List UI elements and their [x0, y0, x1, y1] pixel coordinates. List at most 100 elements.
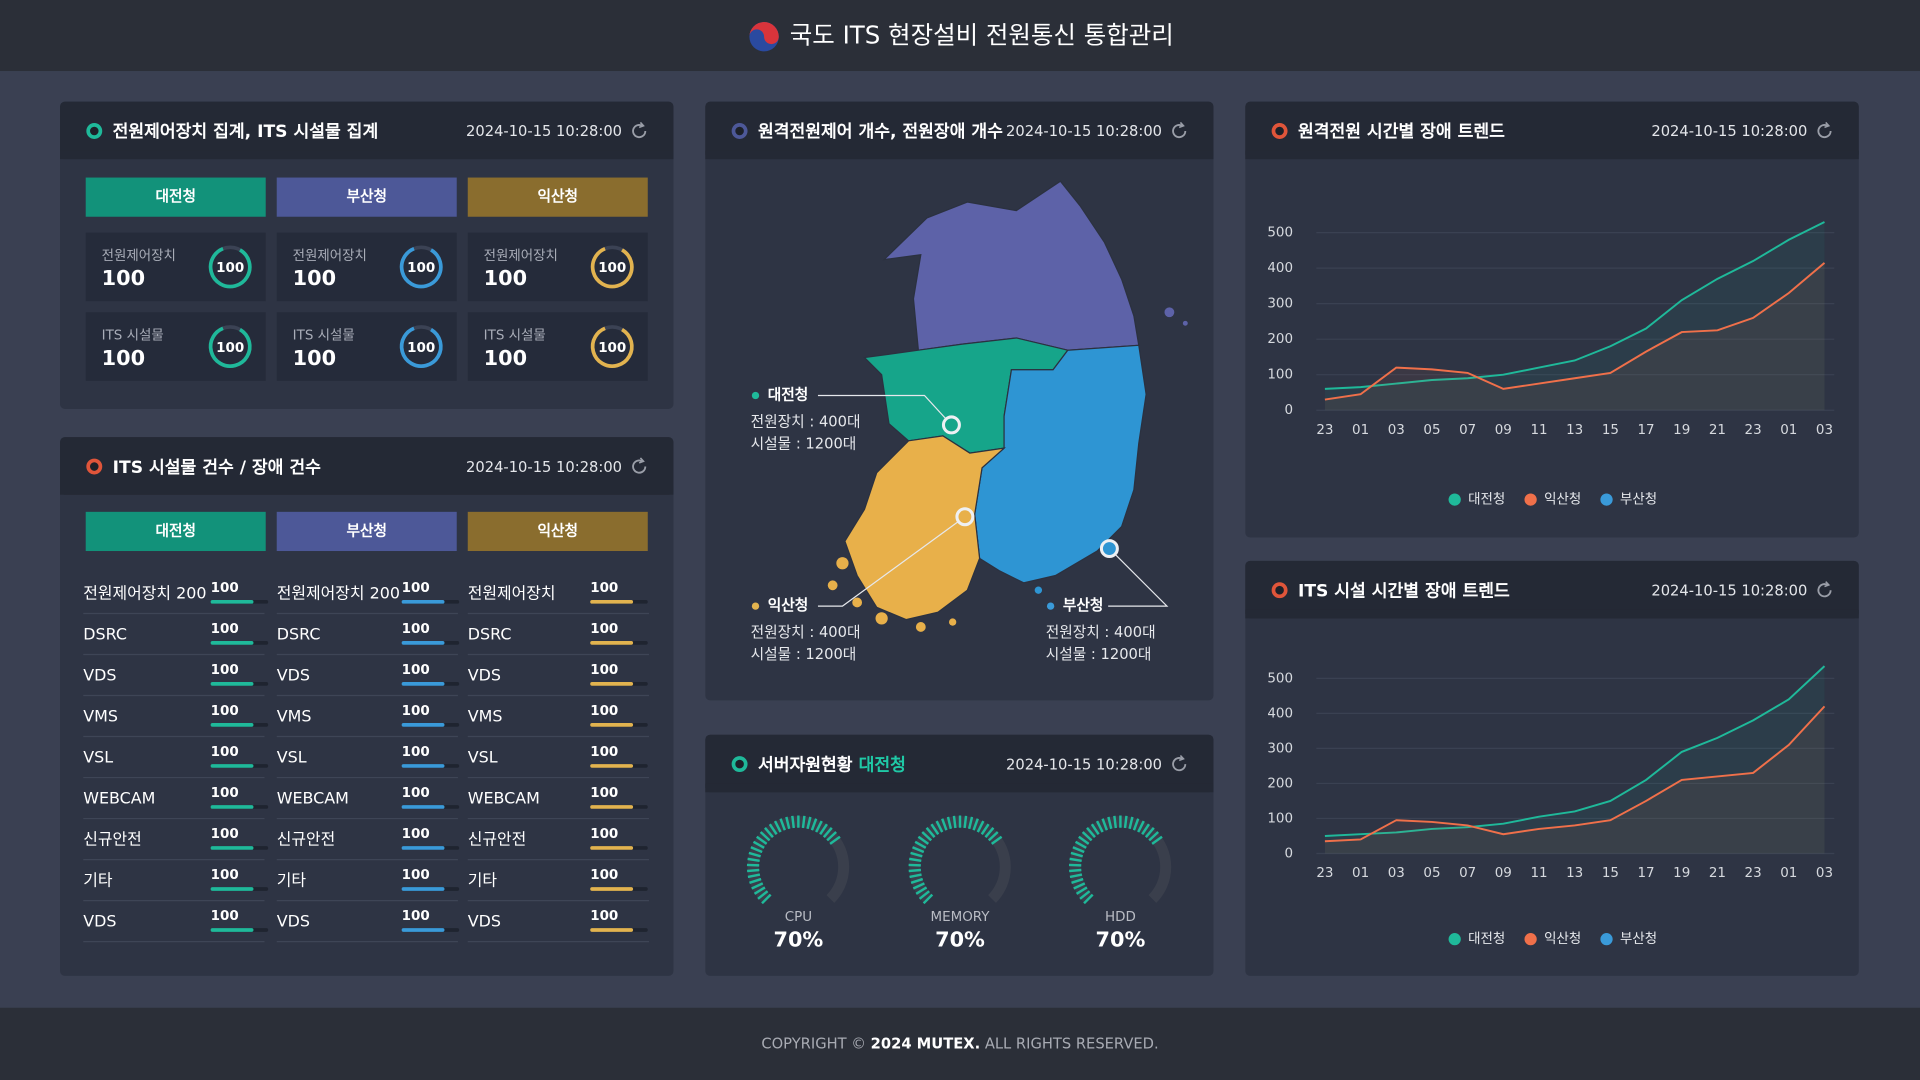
panel-title-text: ITS 시설물 건수 / 장애 건수 [113, 458, 321, 478]
x-tick-label: 15 [1602, 866, 1619, 881]
map-pin[interactable] [1099, 539, 1119, 559]
gauge-fill [1068, 815, 1163, 905]
facility-name: VMS [468, 706, 503, 725]
gauge-tick [1071, 877, 1084, 884]
gauge-tick [749, 877, 762, 884]
gauge-label: 100 [407, 341, 435, 356]
region-tab[interactable] [467, 511, 648, 552]
panel-header [705, 101, 1214, 160]
facility-value: 100 [590, 663, 618, 678]
panel-dot [731, 756, 748, 773]
facility-name: WEBCAM [468, 788, 540, 807]
refresh-button[interactable] [1172, 124, 1187, 139]
facility-value: 100 [402, 868, 430, 883]
legend-label: 대전청 [1468, 492, 1505, 508]
legend-swatch[interactable] [1600, 493, 1613, 506]
region-tab[interactable] [276, 177, 457, 217]
panel-body [1245, 560, 1859, 976]
gauge-label: 100 [598, 261, 626, 276]
panel-time: 2024-10-15 10:28:00 [1006, 756, 1162, 773]
card-value: 100 [102, 266, 145, 290]
x-tick-label: 23 [1745, 866, 1762, 881]
gauge-tick [810, 818, 818, 831]
map-pin[interactable] [941, 415, 961, 435]
panel-title-text: ITS 시설 시간별 장애 트렌드 [1298, 581, 1510, 601]
gauge-ring [208, 325, 252, 368]
facility-value: 100 [590, 581, 618, 596]
gauge-tick [922, 893, 934, 905]
panel-title: ITS 시설 시간별 장애 트렌드 [1298, 581, 1510, 601]
y-tick-label: 500 [1267, 671, 1293, 686]
panel-title: ITS 시설물 건수 / 장애 건수 [113, 458, 321, 478]
legend-swatch[interactable] [1448, 493, 1461, 506]
refresh-button[interactable] [1817, 124, 1832, 139]
refresh-button[interactable] [632, 124, 647, 139]
panel-body [705, 734, 1214, 976]
gauge-tick [747, 857, 760, 863]
panel: 원격전원제어 개수, 전원장애 개수 2024-10-15 10:28:00 대전청… [705, 101, 1214, 701]
legend-label: 익산청 [1544, 492, 1581, 508]
gauge-tick [829, 835, 841, 845]
region-tab-label: 부산청 [346, 188, 387, 205]
gauge-tick [917, 835, 930, 845]
refresh-button[interactable] [1172, 757, 1187, 772]
facility-value: 100 [402, 909, 430, 924]
legend-swatch[interactable] [1448, 933, 1461, 946]
facility-value: 100 [402, 663, 430, 678]
callout-dot [751, 391, 760, 400]
region-facilities: 시설물 : 1200대 [751, 435, 857, 452]
region-power: 전원장치 : 400대 [1046, 624, 1156, 641]
summary-card [467, 232, 648, 302]
gauge-tick [910, 877, 924, 884]
panel-title: 전원제어장치 집계, ITS 시설물 집계 [113, 122, 379, 142]
gauge-tick [822, 827, 833, 838]
panel-title: 원격전원제어 개수, 전원장애 개수 [758, 122, 1003, 142]
refresh-arrow [1178, 754, 1185, 762]
x-tick-label: 11 [1530, 866, 1547, 881]
region-tab[interactable] [85, 177, 266, 217]
facility-bar [590, 723, 634, 727]
x-tick-label: 17 [1638, 866, 1655, 881]
gauge-label: 100 [216, 341, 244, 356]
facility-bar [590, 805, 634, 809]
panel-time: 2024-10-15 10:28:00 [466, 459, 622, 476]
gauge-tick [1151, 835, 1163, 845]
facility-name: 기타 [83, 871, 113, 890]
gauge-tick [791, 815, 795, 829]
y-tick-label: 200 [1267, 332, 1293, 347]
map-island [827, 580, 838, 591]
map-pin[interactable] [955, 507, 975, 527]
gauge-value: 70% [773, 927, 823, 951]
gauge-name: CPU [785, 910, 812, 925]
region-tab[interactable] [85, 511, 266, 552]
region-tab[interactable] [467, 177, 648, 217]
facility-bar [210, 928, 254, 932]
gauge-fill [908, 815, 1003, 905]
legend-swatch[interactable] [1524, 493, 1537, 506]
region-power: 전원장치 : 400대 [751, 624, 861, 641]
gauge-tick [748, 851, 761, 858]
y-tick-label: 200 [1267, 776, 1293, 791]
card-label: ITS 시설물 [293, 328, 355, 344]
copyright-prefix: COPYRIGHT © [761, 1035, 866, 1052]
facility-value: 100 [211, 827, 239, 842]
region-tab-label: 대전청 [155, 188, 196, 205]
refresh-button[interactable] [632, 459, 647, 474]
gauge-tick [1095, 820, 1104, 833]
panel-dot [86, 123, 103, 139]
gauge-tick [1128, 816, 1134, 830]
gauge-ring [399, 325, 443, 368]
facility-value: 100 [211, 909, 239, 924]
legend-swatch[interactable] [1600, 933, 1613, 946]
refresh-button[interactable] [1817, 583, 1832, 598]
series-line [1324, 705, 1826, 843]
card-value: 100 [102, 346, 145, 370]
panel-title: 서버자원현황 대전청 [758, 754, 906, 775]
x-tick-label: 01 [1352, 866, 1369, 881]
facility-name: 신규안전 [83, 830, 142, 849]
facility-bar [401, 805, 445, 809]
panel-dot [86, 458, 103, 475]
legend-swatch[interactable] [1524, 933, 1537, 946]
region-tab[interactable] [276, 511, 457, 552]
panel-header [60, 437, 674, 495]
